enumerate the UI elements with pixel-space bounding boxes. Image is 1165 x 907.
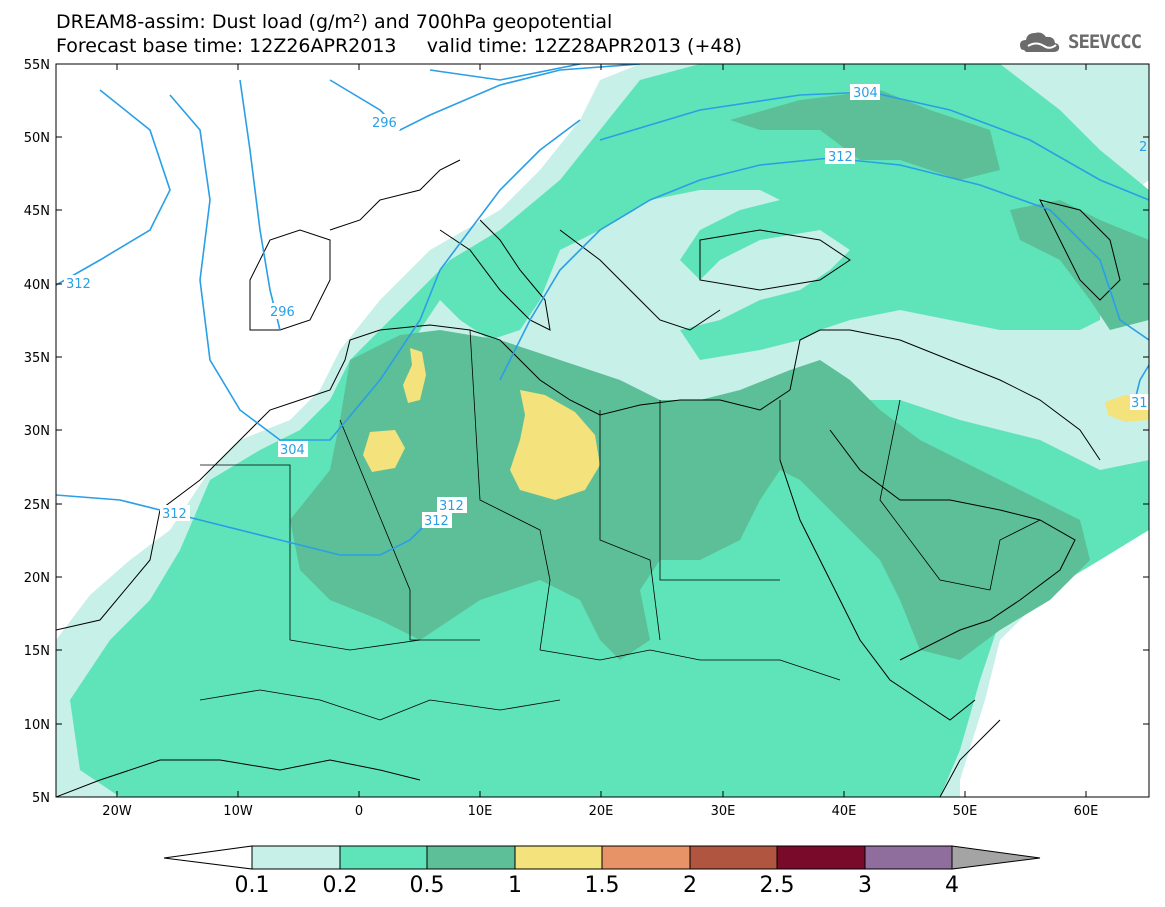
lat-label: 35N: [24, 351, 50, 366]
contour-label-312-a: 312: [439, 499, 464, 514]
colorbar-swatch: [339, 845, 428, 870]
dust-region-high-ne: [1010, 200, 1149, 330]
lat-label: 15N: [24, 644, 50, 659]
contour-312-main: [499, 157, 1149, 381]
colorbar-swatch: [514, 845, 603, 870]
colorbar: [163, 845, 1041, 870]
lat-label: 30N: [24, 424, 50, 439]
map-subtitle: Forecast base time: 12Z26APR2013 valid t…: [56, 35, 742, 57]
colorbar-swatch: [601, 845, 691, 870]
dust-region-peak-algeria: [363, 430, 405, 472]
contour-304-west: [169, 94, 581, 441]
colorbar-high-arrow: [951, 845, 1041, 870]
contour-312-north: [429, 64, 581, 81]
lon-label: 50E: [953, 804, 978, 819]
contour-label-312-b: 312: [424, 514, 449, 529]
lon-label: 20W: [102, 804, 132, 819]
contour-label-296-top: 296: [372, 116, 397, 131]
colorbar-label: 0.1: [234, 873, 270, 898]
lat-label: 40N: [24, 278, 50, 293]
lon-label: 0: [355, 804, 363, 819]
cloud-icon: [1020, 32, 1060, 52]
colorbar-swatch: [776, 845, 866, 870]
lon-label: 10W: [223, 804, 253, 819]
colorbar-label: 2.5: [759, 873, 795, 898]
colorbar-swatch: [864, 845, 953, 870]
colorbar-label: 1.5: [584, 873, 620, 898]
dust-region-high-east: [730, 90, 1000, 180]
dust-region-mid: [70, 64, 1149, 797]
map-title: DREAM8-assim: Dust load (g/m²) and 700hP…: [56, 11, 613, 33]
colorbar-label: 4: [945, 873, 959, 898]
colorbar-low-arrow: [163, 845, 253, 870]
coastlines: [56, 159, 1121, 797]
dust-region-peak-atlas: [403, 348, 426, 403]
country-borders: [199, 329, 1041, 721]
contour-label-2-right: 2: [1139, 140, 1147, 155]
lat-label: 20N: [24, 571, 50, 586]
colorbar-label: 0.5: [409, 873, 445, 898]
lon-axis: 20W 10W 0 10E 20E 30E 40E 50E 60E: [102, 64, 1098, 819]
lon-label: 40E: [832, 804, 857, 819]
contour-label-312-sw: 312: [162, 507, 187, 522]
contour-label-312-left: 312: [66, 277, 91, 292]
lat-label: 50N: [24, 131, 50, 146]
contour-label-31-right: 31: [1131, 396, 1148, 411]
dust-region-high: [290, 330, 1090, 660]
colorbar-label: 0.2: [322, 873, 358, 898]
contour-label-304-top: 304: [853, 86, 878, 101]
lat-label: 45N: [24, 204, 50, 219]
colorbar-label: 3: [858, 873, 872, 898]
contour-304-main: [599, 91, 1149, 201]
lon-label: 30E: [711, 804, 736, 819]
contour-label-304-mid: 304: [280, 443, 305, 458]
colorbar-swatch: [689, 845, 778, 870]
contour-312-east: [1134, 364, 1149, 401]
contour-312-west: [56, 89, 171, 286]
colorbar-swatch: [251, 845, 341, 870]
lat-axis: 55N 50N 45N 40N 35N 30N 25N 20N 15N 10N …: [24, 58, 1149, 806]
lat-label: 55N: [24, 58, 50, 73]
logo-text: SEEVCCC: [1068, 31, 1142, 53]
colorbar-label: 2: [683, 873, 697, 898]
contour-label-312-top: 312: [828, 150, 853, 165]
contour-304-upper: [329, 64, 641, 131]
dust-region-peak-libya: [510, 390, 600, 500]
geopotential-contours: [56, 64, 1149, 556]
lon-label: 60E: [1074, 804, 1099, 819]
lat-label: 10N: [24, 718, 50, 733]
lat-label: 5N: [32, 791, 50, 806]
contour-label-296-mid: 296: [270, 305, 295, 320]
lon-label: 10E: [468, 804, 493, 819]
lat-label: 25N: [24, 498, 50, 513]
lon-label: 20E: [589, 804, 614, 819]
colorbar-label: 1: [508, 873, 522, 898]
colorbar-swatch: [426, 845, 516, 870]
